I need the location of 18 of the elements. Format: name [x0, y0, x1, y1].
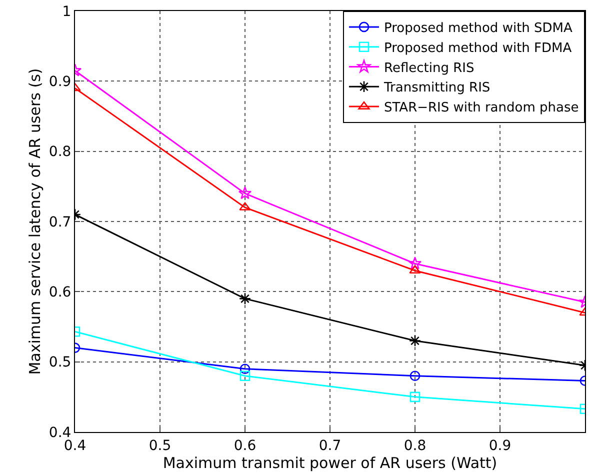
y-tick-label: 0.7: [48, 214, 72, 230]
x-tick-label: 0.9: [488, 438, 512, 454]
y-axis-title: Maximum service latency of AR users (s): [26, 68, 44, 375]
y-tick-label: 0.8: [48, 144, 72, 160]
x-tick-label: 0.8: [404, 438, 426, 454]
legend-label: Transmitting RIS: [383, 80, 490, 96]
y-tick-label: 0.6: [48, 284, 72, 301]
legend-label: Proposed method with FDMA: [384, 40, 572, 56]
y-tick-label: 0.9: [48, 74, 72, 90]
x-tick-label: 0.6: [234, 438, 256, 454]
legend-label: Proposed method with SDMA: [384, 21, 573, 36]
x-tick-label: 0.5: [148, 438, 172, 454]
legend-label: Reflecting RIS: [384, 60, 474, 76]
x-axis-title: Maximum transmit power of AR users (Watt): [162, 454, 498, 472]
x-tick-label: 0.7: [318, 438, 342, 454]
legend-label: STAR−RIS with random phase: [384, 100, 579, 116]
y-tick-label: 0.5: [48, 354, 72, 371]
y-tick-label: 1: [62, 4, 72, 20]
